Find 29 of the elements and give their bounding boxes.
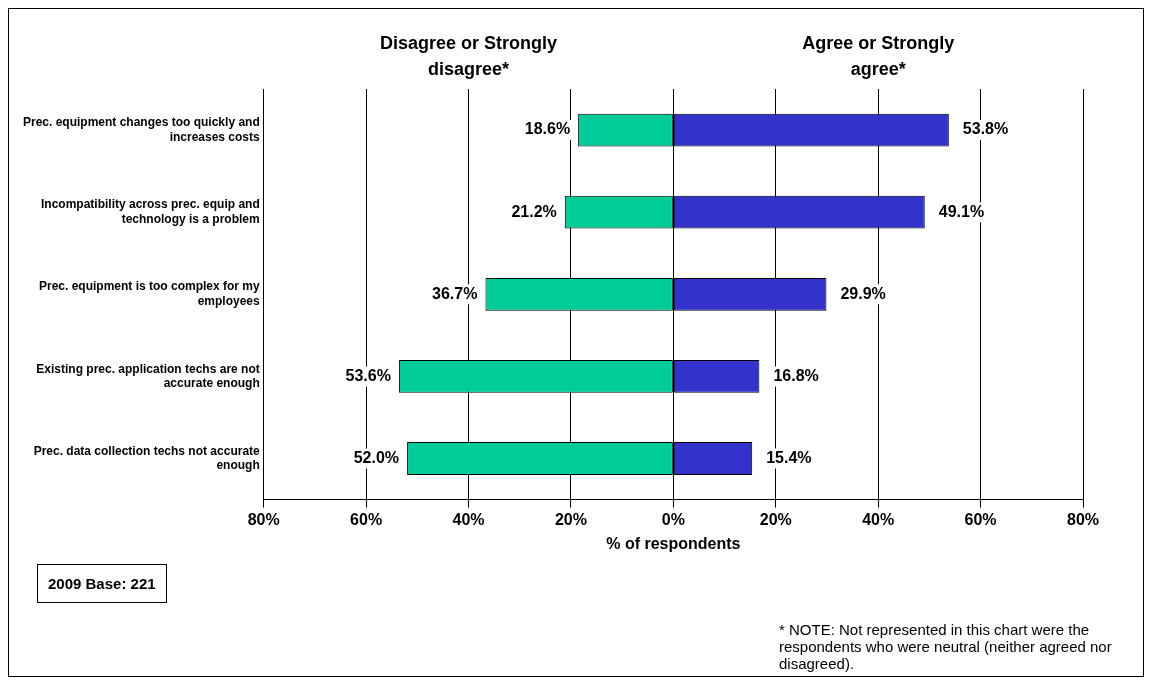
- data-label: 21.2%: [511, 202, 557, 220]
- x-tick-label: 80%: [247, 510, 280, 528]
- y-tick-label: Incompatibility across prec. equip and technology is a problem: [41, 197, 260, 226]
- x-axis-title: % of respondents: [606, 534, 741, 552]
- data-label: 29.9%: [840, 284, 886, 302]
- x-tick-label: 60%: [350, 510, 383, 528]
- text: * NOTE: Not represented in this chart were the respondents who were neutral (neither agreed nor disagreed).: [779, 621, 1113, 672]
- text: 2009 Base: 221: [37, 564, 167, 603]
- y-tick-label: Prec. equipment is too complex for my employees: [39, 279, 261, 308]
- y-tick-label: Prec. equipment changes too quickly and increases costs: [23, 115, 261, 144]
- y-tick-label: Existing prec. application techs are not accurate enough: [36, 361, 260, 390]
- data-label: 53.6%: [345, 366, 391, 384]
- x-tick-label: 20%: [759, 510, 792, 528]
- data-label: 16.8%: [773, 366, 819, 384]
- x-tick-label: 60%: [964, 510, 997, 528]
- x-tick-label: 0%: [661, 510, 685, 528]
- data-label: 53.8%: [962, 120, 1009, 138]
- x-tick-label: 20%: [554, 510, 587, 528]
- data-label: 15.4%: [766, 448, 812, 466]
- x-tick-label: 40%: [862, 510, 895, 528]
- data-label: 36.7%: [432, 284, 478, 302]
- data-label: 52.0%: [353, 448, 400, 466]
- x-tick-label: 80%: [1066, 510, 1100, 528]
- text: Disagree or Strongly disagree*: [380, 33, 558, 79]
- x-tick-label: 40%: [452, 510, 485, 528]
- y-tick-label: Prec. data collection techs not accurate enough: [33, 443, 261, 473]
- data-label: 49.1%: [938, 202, 985, 220]
- series-label: Agree or Strongly agree*: [802, 33, 955, 79]
- data-label: 18.6%: [524, 120, 571, 138]
